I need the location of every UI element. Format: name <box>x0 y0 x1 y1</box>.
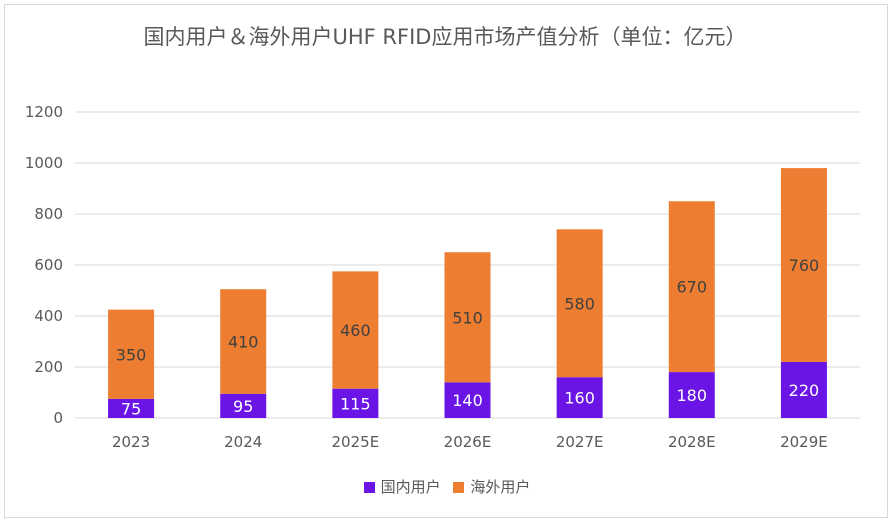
bar-domestic <box>220 393 267 418</box>
data-label: 670 <box>677 278 708 297</box>
legend-label-domestic: 国内用户 <box>380 478 441 496</box>
bar-overseas <box>220 289 267 394</box>
legend-label-overseas: 海外用户 <box>470 478 531 496</box>
legend-swatch-overseas <box>453 482 465 493</box>
data-label: 510 <box>452 308 483 327</box>
data-label: 460 <box>340 321 371 340</box>
bar-overseas <box>780 168 827 362</box>
y-tick-label: 1000 <box>25 154 63 172</box>
legend-item-overseas: 海外用户 <box>453 476 530 497</box>
y-tick-label: 600 <box>34 256 63 274</box>
x-tick-label: 2027E <box>556 433 604 451</box>
legend-item-domestic: 国内用户 <box>363 476 441 497</box>
bar-overseas <box>332 271 379 389</box>
data-label: 115 <box>340 394 371 413</box>
x-tick-label: 2025E <box>332 433 380 451</box>
bar-domestic <box>780 361 827 418</box>
legend: 国内用户 海外用户 <box>0 476 894 497</box>
data-label: 350 <box>116 345 147 364</box>
bar-overseas <box>444 252 491 383</box>
x-tick-label: 2024 <box>224 433 262 451</box>
x-tick-label: 2023 <box>112 433 150 451</box>
x-tick-label: 2026E <box>444 433 492 451</box>
y-tick-label: 800 <box>34 205 63 223</box>
y-tick-label: 1200 <box>25 103 63 121</box>
y-tick-label: 400 <box>34 307 63 325</box>
bar-domestic <box>556 377 603 418</box>
data-label: 75 <box>121 399 141 418</box>
data-label: 220 <box>789 381 820 400</box>
bar-domestic <box>444 382 491 418</box>
data-label: 410 <box>228 333 259 352</box>
data-label: 160 <box>564 389 595 408</box>
data-label: 580 <box>564 294 595 313</box>
bar-domestic <box>668 372 715 418</box>
x-tick-label: 2029E <box>780 433 828 451</box>
data-label: 180 <box>677 386 708 405</box>
bar-domestic <box>332 388 379 418</box>
y-tick-label: 0 <box>53 409 63 427</box>
data-label: 140 <box>452 391 483 410</box>
chart-title: 国内用户＆海外用户UHF RFID应用市场产值分析（单位：亿元） <box>143 25 747 49</box>
bar-overseas <box>108 309 155 399</box>
bar-domestic <box>108 398 155 418</box>
legend-swatch-domestic <box>363 482 375 493</box>
x-tick-label: 2028E <box>668 433 716 451</box>
chart-frame <box>4 4 888 518</box>
data-label: 95 <box>233 397 253 416</box>
data-label: 760 <box>789 256 820 275</box>
bar-overseas <box>668 201 715 373</box>
bar-overseas <box>556 229 603 378</box>
y-tick-label: 200 <box>34 358 63 376</box>
